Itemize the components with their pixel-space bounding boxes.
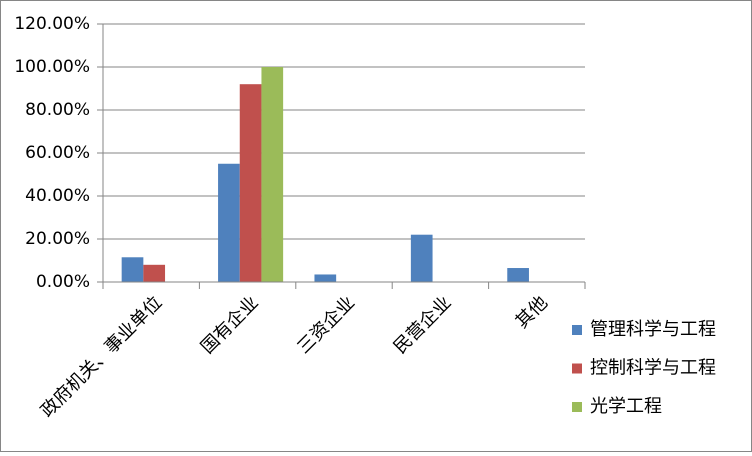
y-tick-label: 40.00% <box>25 186 90 206</box>
legend-label: 管理科学与工程 <box>590 319 716 340</box>
legend-swatch <box>572 325 582 335</box>
legend-label: 光学工程 <box>590 396 662 417</box>
bar <box>239 84 262 282</box>
y-tick-label: 120.00% <box>14 14 90 34</box>
y-tick-label: 0.00% <box>36 272 90 292</box>
bar <box>121 257 144 282</box>
y-tick-label: 100.00% <box>14 57 90 77</box>
bar <box>314 274 337 282</box>
bar <box>507 268 529 282</box>
bar <box>410 234 433 282</box>
y-tick-label: 20.00% <box>25 229 90 249</box>
legend-label: 控制科学与工程 <box>590 358 716 379</box>
y-tick-label: 80.00% <box>25 100 90 120</box>
bar <box>218 163 240 282</box>
legend-swatch <box>572 363 582 374</box>
y-tick-label: 60.00% <box>25 143 90 163</box>
legend-swatch <box>572 402 582 412</box>
bar <box>143 264 166 282</box>
bar <box>261 67 284 282</box>
